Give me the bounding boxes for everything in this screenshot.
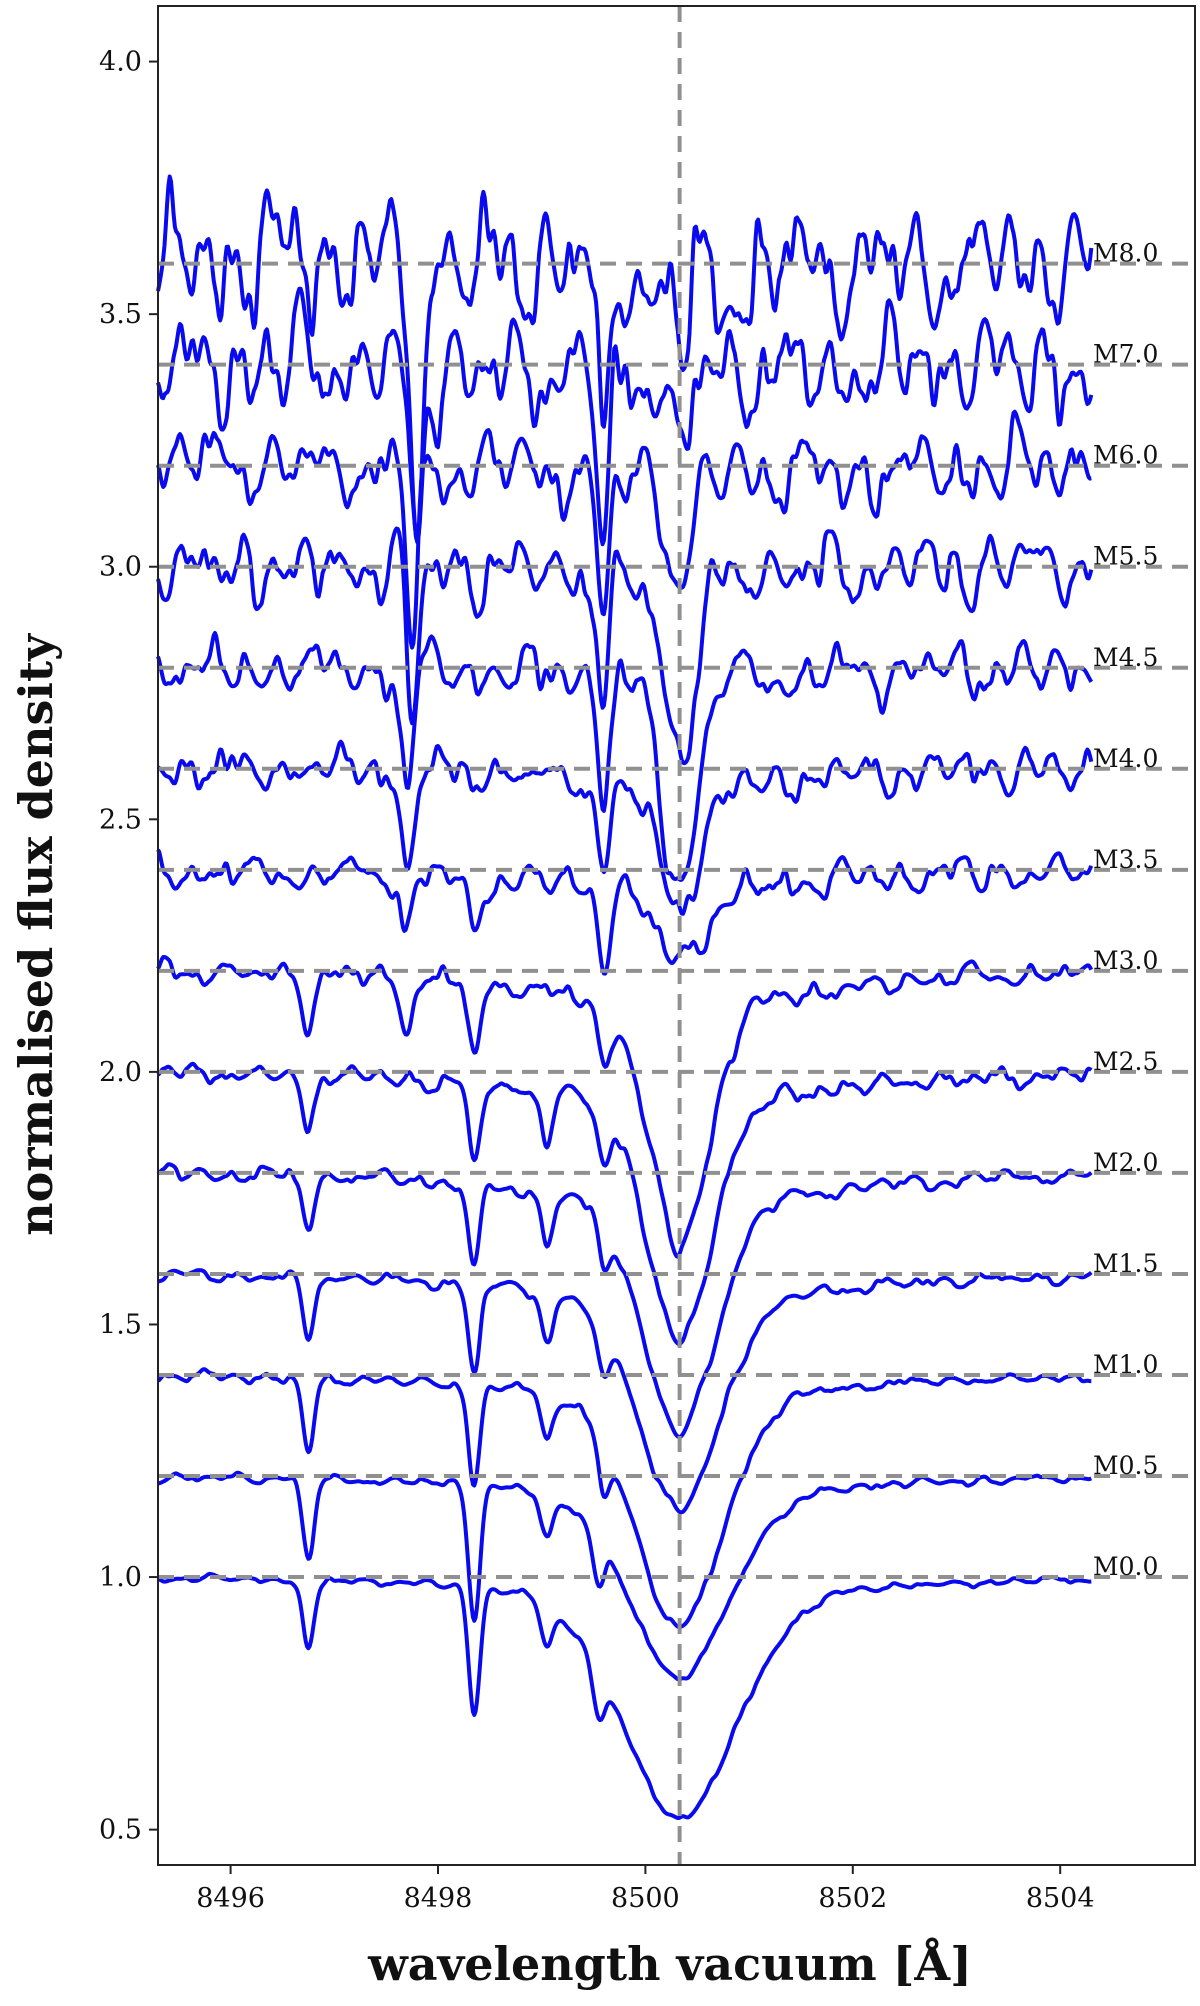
plot-frame	[157, 5, 1196, 1866]
y-tick-label: 2.5	[99, 804, 142, 835]
reference-label-M0.0: M0.0	[1093, 1552, 1158, 1581]
reference-label-M1.5: M1.5	[1093, 1249, 1158, 1278]
spectrum-M0.5	[157, 1470, 1093, 1682]
reference-label-M5.5: M5.5	[1093, 542, 1158, 571]
spectrum-M0.0	[156, 1571, 1092, 1820]
spectrum-M2.0	[156, 1162, 1093, 1440]
reference-label-M2.5: M2.5	[1093, 1047, 1158, 1076]
x-tick-label: 8500	[611, 1883, 680, 1914]
spectrum-M5.5	[156, 526, 1094, 766]
spectrum-M7.0	[156, 286, 1094, 547]
x-tick-label: 8498	[404, 1883, 473, 1914]
x-axis-title: wavelength vacuum [Å]	[367, 1936, 972, 1991]
reference-label-M1.0: M1.0	[1093, 1350, 1158, 1379]
spectrum-M3.5	[156, 848, 1094, 976]
x-tick-label: 8496	[196, 1883, 265, 1914]
spectrum-M4.0	[156, 739, 1094, 916]
reference-label-M6.0: M6.0	[1093, 441, 1158, 470]
spectrum-M6.0	[156, 409, 1092, 650]
spectrum-M3.0	[156, 955, 1094, 1259]
reference-label-M0.5: M0.5	[1093, 1451, 1158, 1480]
x-axis-ticks: 8496 8498 8500 8502 8504	[196, 1865, 1095, 1914]
y-tick-label: 1.5	[99, 1309, 142, 1340]
y-tick-label: 2.0	[99, 1057, 142, 1088]
reference-label-M7.0: M7.0	[1093, 340, 1158, 369]
y-axis-ticks: 0.5 1.0 1.5 2.0 2.5 3.0 3.5 4.0	[99, 47, 158, 1846]
reference-label-M4.5: M4.5	[1093, 643, 1158, 672]
reference-label-M2.0: M2.0	[1093, 1148, 1158, 1177]
reference-label-M8.0: M8.0	[1093, 239, 1158, 268]
spectrum-M1.5	[157, 1268, 1093, 1515]
y-tick-label: 0.5	[99, 1815, 142, 1846]
y-tick-label: 3.5	[99, 299, 142, 330]
y-axis-title: normalised flux density	[9, 633, 63, 1236]
reference-label-M3.0: M3.0	[1093, 946, 1158, 975]
reference-label-M4.0: M4.0	[1093, 744, 1158, 773]
spectra-series-layer	[156, 174, 1094, 1820]
spectrum-M4.5	[156, 631, 1094, 882]
reference-label-M3.5: M3.5	[1093, 845, 1158, 874]
x-tick-label: 8504	[1026, 1883, 1095, 1914]
y-tick-label: 1.0	[99, 1562, 142, 1593]
y-tick-label: 3.0	[99, 552, 142, 583]
reference-lines-layer: M0.0 M0.5 M1.0 M1.5 M2.0 M2.5 M3.0 M3.5 M4.0 M4.5…	[158, 239, 1195, 1581]
spectrum-M1.0	[157, 1367, 1092, 1630]
spectrum-M2.5	[156, 1061, 1093, 1347]
x-tick-label: 8502	[818, 1883, 887, 1914]
y-tick-label: 4.0	[99, 47, 142, 78]
spectrum-M8.0	[156, 174, 1094, 545]
